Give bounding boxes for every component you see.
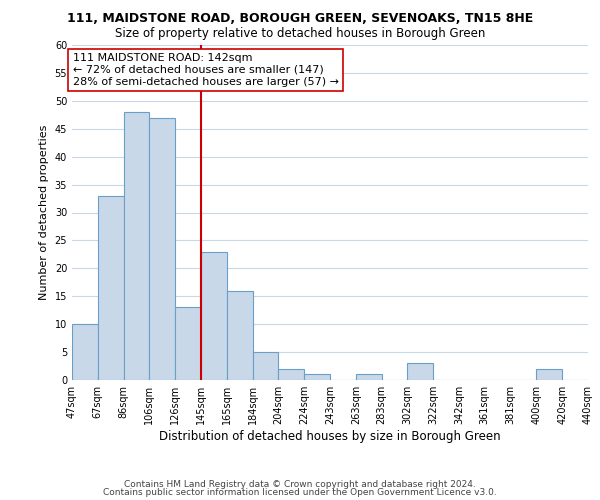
Bar <box>227 290 253 380</box>
Bar <box>356 374 382 380</box>
Bar <box>98 196 124 380</box>
X-axis label: Distribution of detached houses by size in Borough Green: Distribution of detached houses by size … <box>159 430 501 443</box>
Bar <box>175 308 201 380</box>
Bar <box>253 352 278 380</box>
Bar <box>278 369 304 380</box>
Bar <box>536 369 562 380</box>
Bar <box>124 112 149 380</box>
Text: Size of property relative to detached houses in Borough Green: Size of property relative to detached ho… <box>115 28 485 40</box>
Text: 111, MAIDSTONE ROAD, BOROUGH GREEN, SEVENOAKS, TN15 8HE: 111, MAIDSTONE ROAD, BOROUGH GREEN, SEVE… <box>67 12 533 26</box>
Bar <box>407 363 433 380</box>
Bar <box>149 118 175 380</box>
Bar <box>201 252 227 380</box>
Bar <box>304 374 330 380</box>
Text: Contains HM Land Registry data © Crown copyright and database right 2024.: Contains HM Land Registry data © Crown c… <box>124 480 476 489</box>
Y-axis label: Number of detached properties: Number of detached properties <box>39 125 49 300</box>
Text: Contains public sector information licensed under the Open Government Licence v3: Contains public sector information licen… <box>103 488 497 497</box>
Bar <box>72 324 98 380</box>
Text: 111 MAIDSTONE ROAD: 142sqm
← 72% of detached houses are smaller (147)
28% of sem: 111 MAIDSTONE ROAD: 142sqm ← 72% of deta… <box>73 54 338 86</box>
